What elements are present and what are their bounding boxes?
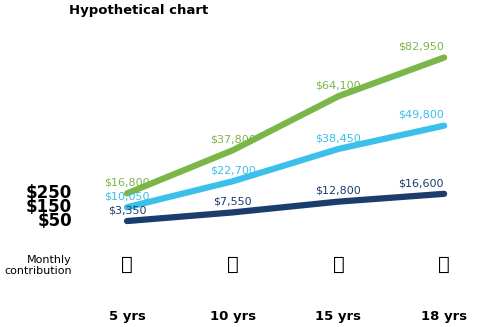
Text: $150: $150 [26, 198, 72, 216]
Text: $50: $50 [37, 212, 72, 230]
Text: $12,800: $12,800 [315, 186, 361, 196]
Text: 🚗: 🚗 [438, 255, 450, 274]
Text: $7,550: $7,550 [214, 197, 252, 207]
Text: 🚲: 🚲 [227, 255, 239, 274]
Text: $37,800: $37,800 [210, 134, 256, 145]
Text: $38,450: $38,450 [315, 133, 361, 143]
Text: 🛵: 🛵 [333, 255, 344, 274]
Text: $250: $250 [26, 184, 72, 202]
Text: Monthly
contribution: Monthly contribution [4, 255, 72, 276]
Text: 🐴: 🐴 [121, 255, 133, 274]
Text: $10,050: $10,050 [104, 192, 150, 201]
Text: $3,350: $3,350 [108, 205, 146, 215]
Text: $16,800: $16,800 [104, 178, 150, 188]
Text: $82,950: $82,950 [398, 42, 444, 52]
Text: $64,100: $64,100 [316, 80, 361, 91]
Text: Hypothetical chart: Hypothetical chart [69, 4, 208, 17]
Text: $22,700: $22,700 [210, 165, 256, 176]
Text: $16,600: $16,600 [398, 178, 444, 188]
Text: $49,800: $49,800 [398, 110, 444, 120]
